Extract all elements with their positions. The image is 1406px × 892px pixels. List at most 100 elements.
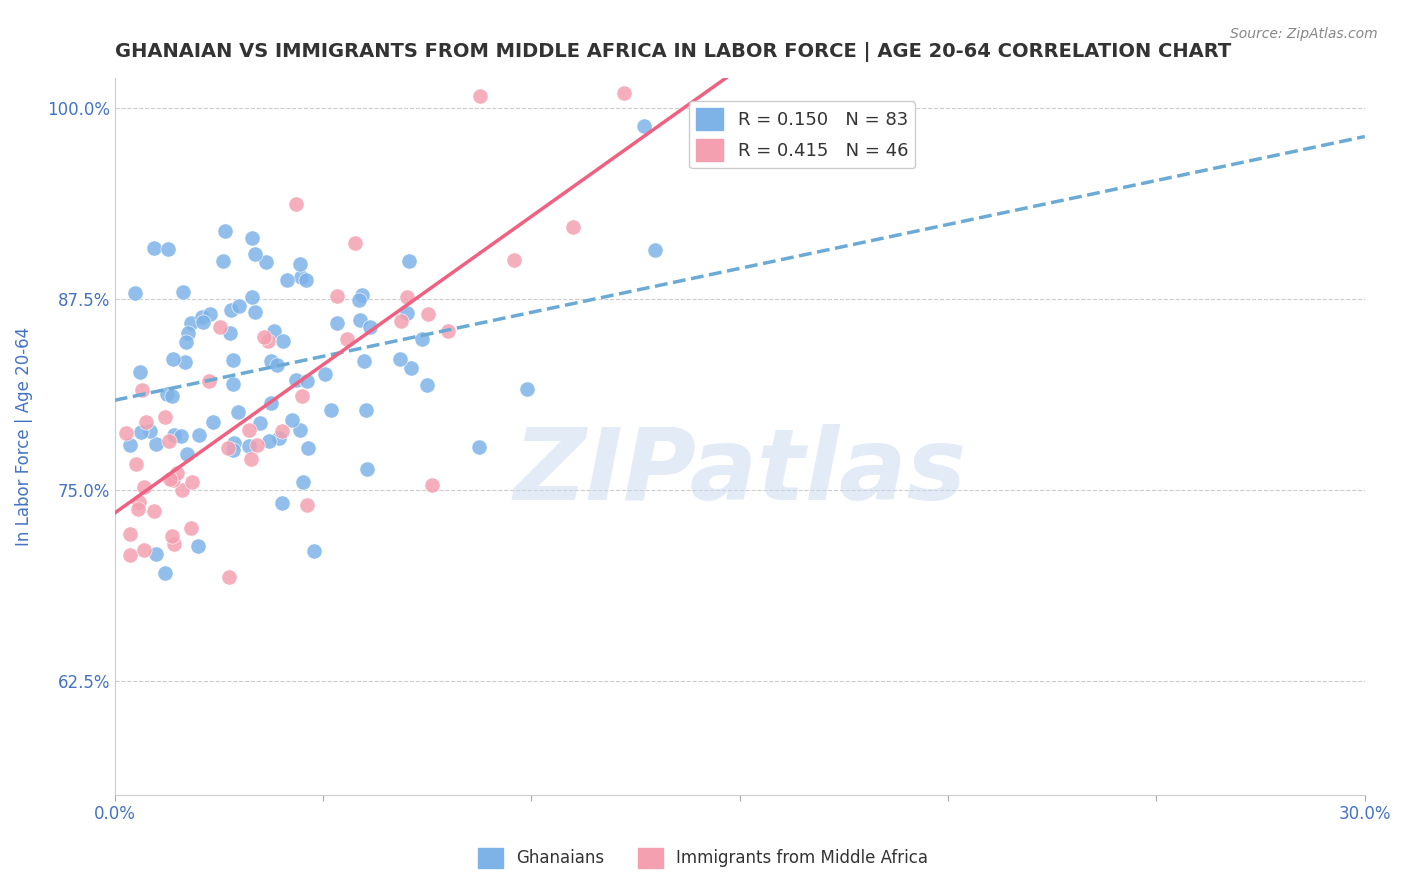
- Point: [612, 86, 634, 100]
- Point: [128, 495, 150, 509]
- Point: [263, 324, 285, 338]
- Point: [166, 466, 188, 480]
- Point: [145, 437, 167, 451]
- Point: [222, 442, 245, 457]
- Point: [503, 252, 526, 267]
- Point: [470, 89, 492, 103]
- Point: [291, 475, 314, 489]
- Point: [389, 352, 412, 367]
- Point: [276, 272, 298, 286]
- Point: [209, 320, 232, 334]
- Point: [169, 428, 191, 442]
- Point: [290, 423, 312, 437]
- Point: [260, 396, 283, 410]
- Point: [135, 415, 157, 429]
- Point: [143, 241, 166, 255]
- Point: [162, 352, 184, 367]
- Point: [142, 504, 165, 518]
- Point: [180, 316, 202, 330]
- Point: [180, 521, 202, 535]
- Point: [347, 293, 370, 308]
- Point: [350, 288, 373, 302]
- Point: [285, 373, 308, 387]
- Point: [134, 480, 156, 494]
- Point: [238, 423, 260, 437]
- Point: [155, 410, 177, 425]
- Point: [224, 435, 246, 450]
- Point: [198, 308, 221, 322]
- Point: [266, 358, 288, 372]
- Point: [467, 440, 489, 454]
- Point: [118, 437, 141, 451]
- Point: [295, 498, 318, 512]
- Point: [288, 257, 311, 271]
- Point: [222, 377, 245, 392]
- Point: [399, 360, 422, 375]
- Point: [212, 254, 235, 268]
- Point: [131, 383, 153, 397]
- Point: [219, 303, 242, 318]
- Point: [153, 566, 176, 581]
- Point: [319, 402, 342, 417]
- Point: [129, 365, 152, 379]
- Point: [170, 483, 193, 497]
- Point: [280, 412, 302, 426]
- Point: [176, 447, 198, 461]
- Point: [228, 299, 250, 313]
- Point: [191, 315, 214, 329]
- Point: [201, 416, 224, 430]
- Point: [162, 529, 184, 543]
- Point: [415, 378, 437, 392]
- Point: [254, 255, 277, 269]
- Point: [163, 427, 186, 442]
- Point: [396, 306, 419, 320]
- Point: [314, 367, 336, 381]
- Point: [240, 452, 263, 467]
- Point: [644, 244, 666, 258]
- Point: [214, 224, 236, 238]
- Point: [132, 543, 155, 558]
- Point: [269, 431, 291, 445]
- Legend: R = 0.150   N = 83, R = 0.415   N = 46: R = 0.150 N = 83, R = 0.415 N = 46: [689, 101, 915, 169]
- Point: [257, 334, 280, 348]
- Point: [174, 354, 197, 368]
- Point: [145, 547, 167, 561]
- Point: [354, 403, 377, 417]
- Point: [163, 537, 186, 551]
- Point: [285, 197, 308, 211]
- Point: [246, 438, 269, 452]
- Point: [191, 310, 214, 325]
- Point: [416, 307, 439, 321]
- Point: [218, 569, 240, 583]
- Point: [180, 475, 202, 490]
- Point: [633, 119, 655, 133]
- Point: [138, 424, 160, 438]
- Text: ZIPatlas: ZIPatlas: [513, 424, 966, 521]
- Point: [290, 269, 312, 284]
- Point: [245, 305, 267, 319]
- Point: [411, 332, 433, 346]
- Point: [120, 527, 142, 541]
- Point: [297, 441, 319, 455]
- Point: [356, 461, 378, 475]
- Point: [245, 247, 267, 261]
- Legend: Ghanaians, Immigrants from Middle Africa: Ghanaians, Immigrants from Middle Africa: [471, 841, 935, 875]
- Point: [253, 330, 276, 344]
- Point: [238, 439, 260, 453]
- Point: [561, 219, 583, 234]
- Point: [270, 496, 292, 510]
- Point: [127, 501, 149, 516]
- Point: [160, 389, 183, 403]
- Point: [157, 434, 180, 448]
- Point: [398, 254, 420, 268]
- Point: [125, 457, 148, 471]
- Point: [396, 290, 419, 304]
- Point: [172, 285, 194, 299]
- Point: [155, 387, 177, 401]
- Y-axis label: In Labor Force | Age 20-64: In Labor Force | Age 20-64: [15, 326, 32, 546]
- Point: [115, 425, 138, 440]
- Point: [240, 231, 263, 245]
- Point: [295, 374, 318, 388]
- Point: [157, 242, 180, 256]
- Point: [260, 354, 283, 368]
